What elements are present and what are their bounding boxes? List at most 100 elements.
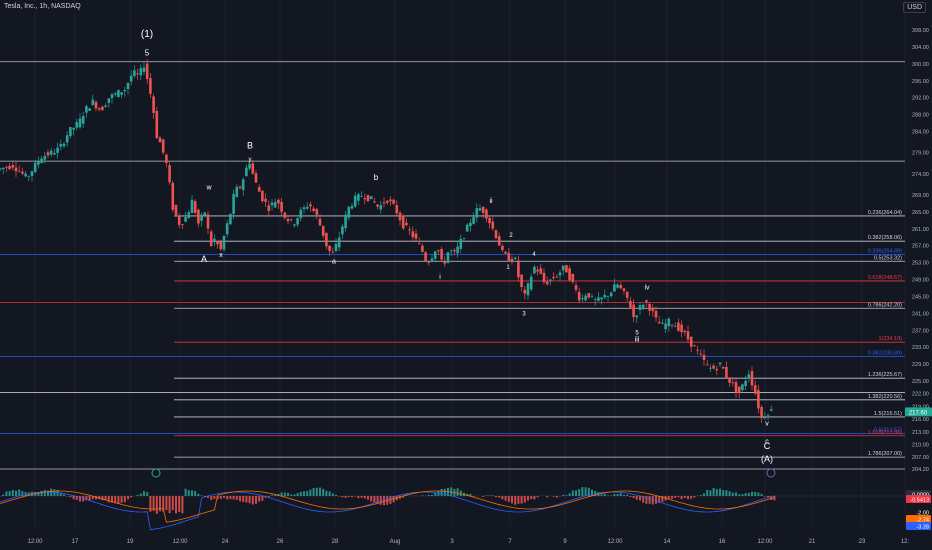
event-marker-right[interactable] [766,468,776,478]
macd-histogram-bar [43,489,46,496]
macd-histogram-bar [63,494,65,496]
candle-body [414,233,418,239]
macd-histogram-bar [303,491,305,496]
candle-body [264,198,267,202]
candle-body [507,252,511,262]
fib-label: 1(234.19) [878,336,902,342]
price-tick: 308.00 [912,28,929,34]
candle-body [721,367,725,369]
candle-body [558,272,562,276]
macd-histogram-bar [376,496,379,504]
candle-body [299,209,303,219]
macd-histogram-bar [751,491,753,496]
macd-histogram-bar [456,488,459,496]
macd-histogram-bar [85,496,88,501]
candle-body [113,93,117,95]
candle-body [94,101,98,109]
macd-histogram-bar [232,496,235,500]
candle-body [737,386,741,394]
candle-body [497,236,501,246]
candle-body [0,168,2,170]
candle-body [88,108,91,111]
candle-body [337,237,341,248]
candle-body [235,186,239,198]
macd-histogram-bar [642,496,645,503]
candle-body [427,261,431,263]
macd-histogram-bar [629,496,632,497]
macd-histogram-bar [37,492,40,496]
event-marker-left[interactable] [151,468,161,478]
macd-histogram-bar [274,494,277,496]
macd-histogram-bar [69,496,72,498]
candle-body [571,273,575,283]
macd-histogram-bar [2,494,5,496]
wave-label: A [201,254,207,264]
macd-histogram-bar [485,495,488,496]
candle-body [478,208,482,211]
candle-body [510,258,514,261]
candle-body [577,292,581,301]
candle-body [165,154,168,163]
current-price-badge [905,407,932,417]
candle-body [616,284,619,288]
macd-histogram-bar [741,494,744,496]
candle-body [753,385,757,394]
macd-line [0,491,775,530]
macd-histogram-bar [715,489,718,496]
macd-histogram-bar [747,492,750,496]
candle-body [21,171,24,174]
price-tick: 216.00 [912,417,929,423]
candle-body [670,324,674,326]
currency-label[interactable]: USD [903,2,926,13]
event-markers[interactable] [151,468,776,478]
macd-histogram-bar [357,496,360,499]
candle-body [302,207,306,210]
macd-histogram-bar [149,496,152,512]
candle-body [229,213,232,225]
candle-body [1,167,5,170]
macd-histogram-bar [683,496,686,499]
candle-body [14,167,18,172]
macd-histogram-bar [315,487,318,496]
macd-histogram-bar [367,496,369,500]
candle-body [139,68,143,76]
macd-badge-bg [906,508,931,516]
candle-body [142,67,146,72]
macd-histogram-bar [165,496,168,511]
candle-body [661,322,664,324]
macd-histogram-bar [536,496,539,498]
macd-histogram-bar [136,495,139,496]
time-tick: 14 [664,539,671,545]
macd-histogram-bar [309,489,312,496]
macd-histogram-bar [607,495,609,496]
time-tick: 12: [901,539,910,545]
macd-histogram-bar [8,491,11,496]
macd-histogram-bar [693,496,696,498]
time-tick: 16 [719,539,726,545]
macd-histogram-bar [88,496,91,502]
macd-histogram-bar [280,492,283,496]
candle-body [344,214,347,229]
candle-body [382,202,386,204]
time-tick: 7 [508,539,512,545]
candle-body [305,206,309,209]
candle-body [472,216,475,224]
macd-histogram-bar [546,496,549,498]
candle-body [37,161,40,165]
candle-body [446,252,450,263]
time-axis[interactable]: 12:00 17 19 12:00 24 26 28 Aug 3 7 9 12:00 14 16 12:00… [27,539,909,545]
macd-histogram-bar [296,493,299,496]
wave-label: C [764,441,771,451]
wave-label: w [205,184,212,191]
macd-histogram-bar [530,496,533,499]
time-tick: 23 [859,539,866,545]
price-axis[interactable]: 308.00 304.00 300.00 296.00 292.00 288.00 284.… [905,28,932,473]
price-tick: 274.00 [912,172,929,178]
macd-pane: 0.0000-0.5413-2.00-2.74-3.28 [0,487,931,531]
candle-body [523,289,527,294]
macd-histogram-bar [242,496,245,503]
wave-label: b [374,173,379,182]
candle-body [443,261,447,264]
